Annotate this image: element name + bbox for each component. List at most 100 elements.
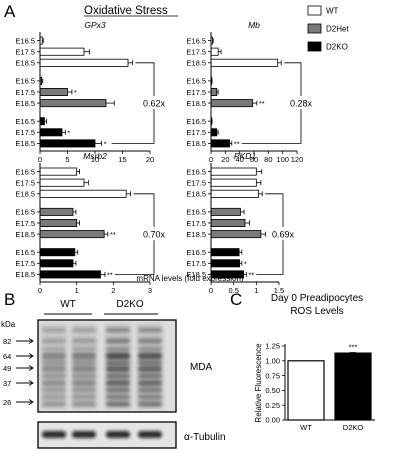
panel-c-title-line1: Day 0 Preadipocytes	[271, 293, 363, 304]
pkd1-category-label: E18.5	[186, 230, 206, 239]
mda-band	[42, 401, 66, 407]
kda-marker-arrow	[16, 399, 34, 405]
pkd1-significance-mark: **	[248, 270, 254, 279]
gpx3-significance-mark: *	[74, 88, 77, 97]
mb-x-tick-label: 120	[291, 155, 304, 164]
gpx3-x-tick-label: 0	[38, 155, 42, 164]
mb-bar-d2ko-e18-5	[210, 139, 231, 148]
mb-bar-d2ko-e17-5	[210, 128, 218, 137]
mda-band	[42, 394, 66, 400]
gpx3-category-label: E17.5	[15, 128, 35, 137]
mb-x-tick-label: 100	[276, 155, 289, 164]
pkd1-category-label: E17.5	[186, 219, 206, 228]
pkd1-category-label: E18.5	[186, 270, 206, 279]
mda-band	[106, 401, 130, 407]
pkd1-fold-change-label: 0.69x	[272, 229, 295, 239]
chart-mb: Mb E16.5 E17.5 E18.5 E16.5 E17.5 E18.5 ** E16.5 E…	[186, 20, 318, 164]
kda-marker-label: 49	[3, 364, 11, 373]
ros-y-axis-label: Relative Fluorescence	[254, 343, 263, 423]
gpx3-bar-wt-e18-5	[39, 58, 129, 67]
kda-marker-label: 26	[3, 398, 11, 407]
mda-band	[106, 366, 130, 372]
gpx3-bar-d2ko-e16-5	[39, 117, 45, 126]
panel-a-x-axis-label: mRNA levels (fold expression)	[136, 274, 243, 283]
mb-bar-wt-e18-5	[210, 58, 279, 67]
tubulin-blot	[37, 421, 177, 449]
chart-msrb2: Msrb2 E16.5 E17.5 E18.5 E16.5 E17.5 E18.5 ** E16…	[15, 151, 171, 295]
kda-marker-arrow	[16, 365, 34, 371]
ros-x-tick-label: WT	[300, 423, 312, 432]
panel-label-a: A	[4, 2, 16, 21]
msrb2-category-label: E16.5	[15, 208, 35, 217]
mda-band	[42, 366, 66, 372]
mda-band	[72, 387, 96, 393]
ros-x-tick-label: D2KO	[343, 423, 364, 432]
gpx3-category-label: E18.5	[15, 59, 35, 68]
msrb2-bar-d2het-e17-5	[39, 218, 78, 227]
mda-band	[42, 347, 66, 351]
kda-marker-arrow	[16, 338, 34, 344]
kda-label: kDa	[1, 320, 16, 329]
ros-significance-mark: ***	[349, 343, 358, 352]
mb-x-tick-label: 0	[209, 155, 213, 164]
blot-group-wt: WT	[60, 299, 76, 310]
kda-marker-arrow	[16, 353, 34, 359]
gpx3-category-label: E17.5	[15, 88, 35, 97]
pkd1-x-tick-label: 0	[209, 286, 213, 295]
panel-label-b: B	[4, 290, 15, 309]
chart-gpx3: GPx3 E16.5 E17.5 E18.5 E16.5 E17.5 * E18.5 E16.5…	[15, 20, 171, 164]
mda-band	[138, 352, 162, 360]
pkd1-category-label: E17.5	[186, 179, 206, 188]
msrb2-x-tick-label: 2	[111, 286, 115, 295]
mda-band	[138, 401, 162, 407]
pkd1-bar-d2ko-e16-5	[210, 248, 240, 257]
pkd1-category-label: E18.5	[186, 190, 206, 199]
pkd1-x-tick-label: 1	[254, 286, 258, 295]
chart-pkd1: PKD1 E16.5 E17.5 E18.5 E16.5 E17.5 E18.5 E16.5 E…	[186, 151, 300, 295]
mb-x-tick-label: 20	[221, 155, 229, 164]
mb-category-label: E16.5	[186, 117, 206, 126]
msrb2-bar-wt-e16-5	[39, 167, 78, 176]
ros-y-tick-label: 0.50	[265, 386, 280, 395]
msrb2-category-label: E17.5	[15, 259, 35, 268]
msrb2-bar-wt-e18-5	[39, 189, 127, 198]
mb-category-label: E17.5	[186, 88, 206, 97]
mda-band	[106, 387, 130, 393]
mb-category-label: E18.5	[186, 139, 206, 148]
pkd1-bar-d2het-e16-5	[210, 207, 241, 216]
gpx3-category-label: E17.5	[15, 48, 35, 57]
chart-ros: Relative Fluorescence 0.00 0.25 0.50 0.75 1.0…	[254, 342, 375, 432]
mb-category-label: E18.5	[186, 99, 206, 108]
mda-band	[72, 373, 96, 379]
mda-band	[42, 387, 66, 393]
mda-band	[42, 373, 66, 379]
gpx3-x-tick-label: 15	[118, 155, 126, 164]
mda-band	[106, 328, 130, 332]
mda-band	[72, 380, 96, 386]
msrb2-category-label: E18.5	[15, 230, 35, 239]
ros-y-tick-label: 0.25	[265, 401, 280, 410]
msrb2-category-label: E17.5	[15, 179, 35, 188]
gpx3-x-tick-label: 10	[91, 155, 99, 164]
gpx3-category-label: E18.5	[15, 99, 35, 108]
pkd1-category-label: E16.5	[186, 208, 206, 217]
mda-band	[42, 328, 66, 332]
gpx3-bar-d2het-e18-5	[39, 99, 107, 108]
gpx3-x-tick-label: 20	[146, 155, 154, 164]
gpx3-bar-d2ko-e18-5	[39, 139, 96, 148]
mda-band	[138, 366, 162, 372]
mda-band	[106, 394, 130, 400]
mb-title: Mb	[248, 20, 260, 30]
mb-bar-wt-e17-5	[210, 47, 219, 56]
ros-bar-d2ko	[334, 352, 372, 421]
pkd1-bar-wt-e16-5	[210, 167, 257, 176]
pkd1-fold-change-label-bg	[266, 227, 300, 241]
msrb2-x-tick-label: 3	[148, 286, 152, 295]
blot-label-mda: MDA	[190, 362, 213, 373]
mda-band	[42, 338, 66, 344]
gpx3-fold-change-label: 0.62x	[143, 98, 166, 108]
gpx3-category-label: E18.5	[15, 139, 35, 148]
msrb2-x-tick-label: 1	[75, 286, 79, 295]
pkd1-category-label: E16.5	[186, 167, 206, 176]
pkd1-category-label: E17.5	[186, 259, 206, 268]
